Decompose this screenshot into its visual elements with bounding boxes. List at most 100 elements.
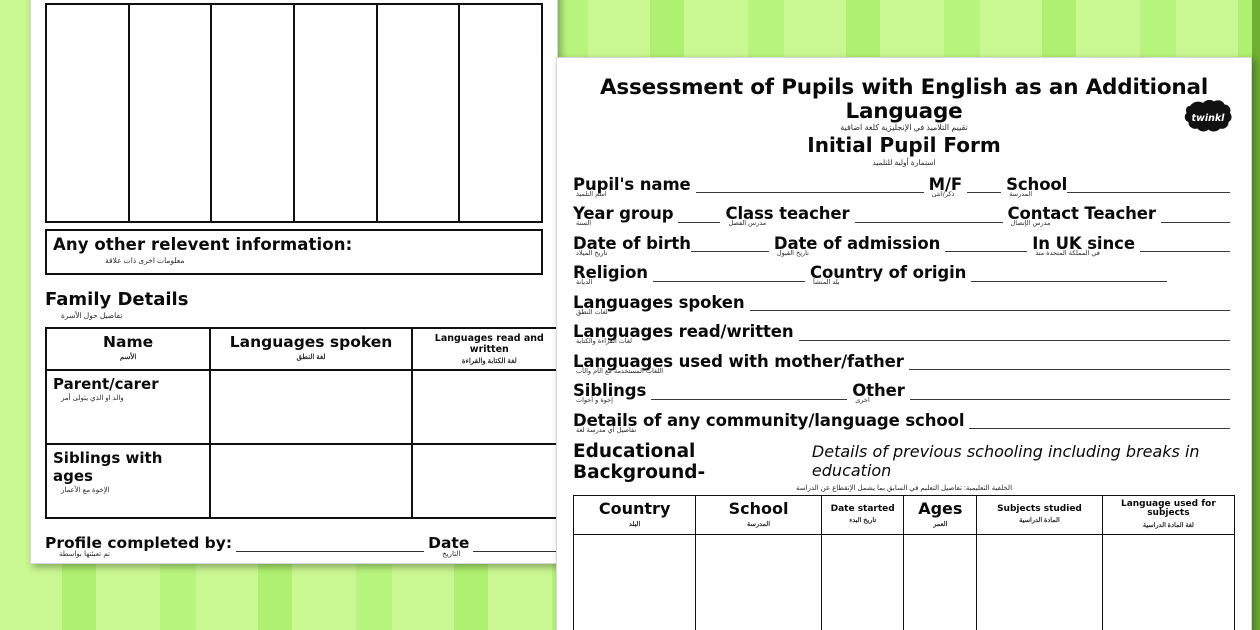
profile-completed-by-text: Profile completed by: <box>45 534 233 552</box>
field-label-arabic: إخوة و أخوات <box>576 396 613 405</box>
in-uk-since-input[interactable] <box>1139 238 1230 253</box>
table-cell[interactable] <box>375 3 461 223</box>
educational-background-table: Country البلد School المدرسة Date starte… <box>572 494 1236 630</box>
table-cell[interactable] <box>976 533 1103 630</box>
mf-input[interactable] <box>967 179 1002 194</box>
languages-spoken-label: Languages spoken لغات النطق <box>573 292 745 315</box>
field-label-arabic: اخرى <box>855 396 870 405</box>
other-info-label-arabic: معلومات اخرى ذات علاقة <box>105 256 185 265</box>
form-fields: Pupil's name اسم التلميذ M/F ذكر/انثى Sc… <box>573 174 1235 433</box>
field-label-text: In UK since <box>1032 233 1135 253</box>
table-cell[interactable] <box>45 3 130 223</box>
mf-label: M/F ذكر/انثى <box>929 176 963 197</box>
table-header-row: Country البلد School المدرسة Date starte… <box>572 494 1236 535</box>
school-label: School المدرسة <box>1006 176 1067 197</box>
other-input[interactable] <box>909 386 1230 400</box>
page-title: Assessment of Pupils with English as an … <box>599 75 1209 124</box>
year-group-label: Year group السنة <box>573 206 674 227</box>
field-label-arabic: السنة <box>576 219 592 228</box>
religion-input[interactable] <box>652 268 805 282</box>
table-cell[interactable] <box>1101 533 1236 630</box>
community-language-school-input[interactable] <box>969 415 1230 430</box>
row-label-parent-carer: Parent/carer والد او الذي يتولى أمر <box>44 369 212 445</box>
class-teacher-input[interactable] <box>854 209 1003 223</box>
contact-teacher-input[interactable] <box>1160 209 1230 223</box>
table-cell[interactable] <box>820 533 905 630</box>
educational-background-heading-arabic: الخلفية التعليمية: تفاصيل التعليم في الس… <box>795 484 1013 492</box>
table-cell[interactable] <box>127 3 213 223</box>
column-header-label-arabic: لغة الكتابة والقراءة <box>461 358 517 365</box>
languages-read-written-input[interactable] <box>798 327 1230 341</box>
field-label-text: Date of birth <box>573 233 691 253</box>
field-label-arabic: اللغات المستخدمة مع الأم والأب <box>576 366 664 375</box>
languages-read-written-label: Languages read/written لغات القراءة والك… <box>573 322 794 345</box>
siblings-input[interactable] <box>651 386 848 400</box>
field-label-text: Contact Teacher <box>1007 204 1156 224</box>
table-cell[interactable] <box>695 533 822 630</box>
field-label-text: Pupil's name <box>573 174 691 194</box>
page-subtitle-arabic: استمارة أولية للتلميذ <box>872 158 936 168</box>
column-header-school: School المدرسة <box>695 494 822 535</box>
column-header-label-arabic: البلد <box>628 520 641 528</box>
table-cell[interactable] <box>292 3 378 223</box>
table-cell[interactable] <box>572 533 697 630</box>
pupils-name-input[interactable] <box>695 179 924 194</box>
country-of-origin-input[interactable] <box>971 268 1168 282</box>
class-teacher-label: Class teacher مدرس الفصل <box>725 206 849 227</box>
date-label: Date التاريخ <box>428 534 469 558</box>
field-label-arabic: لغات القراءة والكتابة <box>576 337 633 346</box>
background-document-page[interactable]: Any other relevent information: معلومات … <box>30 0 558 564</box>
row-label-siblings-with-ages: Siblings with ages الإخوة مع الأعمار <box>44 443 212 519</box>
date-input[interactable] <box>473 537 557 552</box>
column-header-label: Language used for subjects <box>1120 498 1216 519</box>
year-group-input[interactable] <box>678 209 721 223</box>
table-cell[interactable] <box>458 3 543 223</box>
twinkl-logo-icon: twinkl <box>1184 100 1232 132</box>
initial-pupil-form-page[interactable]: Assessment of Pupils with English as an … <box>556 57 1252 630</box>
column-header-label: School <box>728 498 789 518</box>
field-label-text: Languages used with mother/father <box>573 351 904 371</box>
table-row <box>572 533 1236 630</box>
table-cell[interactable] <box>209 369 413 445</box>
table-cell[interactable] <box>410 369 557 445</box>
table-cell[interactable] <box>903 533 978 630</box>
country-of-origin-label: Country of origin بلد المنشأ <box>809 263 967 286</box>
field-label-arabic: ذكر/انثى <box>931 189 955 198</box>
column-header-label-arabic: تاريخ البدء <box>849 516 877 524</box>
column-header-language-used-for-subjects: Language used for subjects لغة المادة ال… <box>1101 494 1236 535</box>
column-header-label-arabic: المادة الدراسية <box>1019 516 1060 524</box>
languages-spoken-input[interactable] <box>749 297 1230 312</box>
languages-mother-father-input[interactable] <box>908 356 1230 371</box>
column-header-label-arabic: لغة النطق <box>296 354 326 361</box>
field-label-arabic: تفاصيل أي مدرسة لغة <box>576 425 637 434</box>
date-of-admission-label: Date of admission تاريخ القبول <box>774 235 940 256</box>
date-of-birth-input[interactable] <box>690 238 769 253</box>
field-label-text: Country of origin <box>809 263 967 283</box>
other-relevant-information-box[interactable]: Any other relevent information: معلومات … <box>45 229 543 275</box>
field-label-text: Languages read/written <box>573 322 794 342</box>
profile-completed-by-input[interactable] <box>236 537 425 552</box>
table-cell[interactable] <box>210 3 295 223</box>
table-row: Parent/carer والد او الذي يتولى أمر <box>44 369 557 445</box>
field-label-arabic: تاريخ الميلاد <box>576 248 608 257</box>
family-details-heading: Family Details <box>45 289 189 310</box>
column-header-label: Languages spoken <box>229 333 393 351</box>
date-of-admission-input[interactable] <box>945 238 1028 253</box>
column-header-country: Country البلد <box>572 494 697 535</box>
field-label-text: Siblings <box>573 381 647 401</box>
field-label-arabic: الديانة <box>576 278 593 287</box>
field-row-siblings: Siblings إخوة و أخوات Other اخرى <box>573 381 1235 403</box>
profile-completed-by-arabic: تم تعبئتها بواسطة <box>59 550 110 558</box>
in-uk-since-label: In UK since في المملكة المتحدة منذ <box>1032 233 1135 256</box>
educational-background-description: Details of previous schooling including … <box>811 441 1200 480</box>
table-cell[interactable] <box>410 443 557 519</box>
field-label-text: Languages spoken <box>573 292 745 312</box>
languages-mother-father-label: Languages used with mother/father اللغات… <box>573 351 904 374</box>
field-row-languages-spoken: Languages spoken لغات النطق <box>573 292 1235 315</box>
religion-label: Religion الديانة <box>573 265 648 286</box>
pupils-name-label: Pupil's name اسم التلميذ <box>573 174 691 197</box>
table-cell[interactable] <box>209 443 413 519</box>
school-input[interactable] <box>1067 179 1230 194</box>
field-label-arabic: لغات النطق <box>576 307 608 316</box>
svg-text:twinkl: twinkl <box>1192 113 1226 124</box>
